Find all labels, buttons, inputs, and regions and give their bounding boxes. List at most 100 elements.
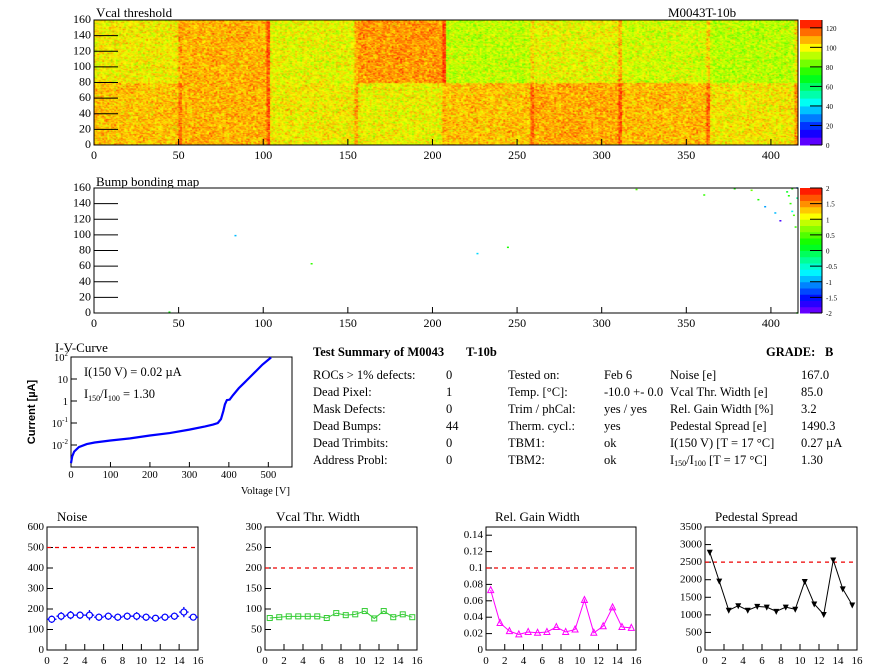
y-tick-label: 100: [246, 603, 263, 615]
data-point: [590, 628, 598, 636]
data-point: [524, 627, 532, 635]
colorbar-label: 1.5: [826, 201, 835, 209]
data-point: [66, 611, 75, 619]
data-point: [533, 628, 542, 636]
y-tick-label: 500: [28, 542, 45, 554]
summary-test: T-10b: [466, 345, 497, 359]
x-tick-label: 10: [355, 655, 367, 667]
bump-pixel: [506, 246, 509, 249]
colorbar-swatch: [800, 256, 822, 264]
bump-pixel: [764, 205, 767, 208]
x-tick-label: 250: [508, 316, 526, 330]
colorbar-swatch: [800, 213, 822, 220]
y-tick-label: 0.02: [464, 628, 483, 640]
x-tick-label: 12: [374, 655, 385, 667]
summary-label: I150/I100 [T = 17 °C]: [670, 454, 767, 468]
colorbar-swatch: [800, 306, 822, 314]
colorbar-label: -1: [826, 279, 832, 287]
y-tick-label: 50: [251, 624, 263, 636]
x-tick-label: 12: [814, 655, 825, 667]
x-tick-label: 150: [339, 316, 357, 330]
x-tick-label: 2: [721, 655, 727, 667]
chart-title: Pedestal Spread: [715, 509, 798, 524]
data-point: [409, 614, 416, 621]
data-point: [390, 614, 397, 621]
summary-value: 167.0: [801, 368, 830, 382]
series-line: [709, 552, 853, 616]
data-point: [180, 608, 188, 616]
data-point: [142, 613, 150, 621]
colorbar-swatch: [800, 51, 822, 60]
tick-base: 10: [58, 375, 69, 386]
colorbar-label: -1.5: [826, 294, 838, 302]
summary-value: 0: [446, 436, 453, 450]
data-point: [133, 612, 141, 620]
x-tick-label: 100: [254, 148, 272, 162]
colorbar-label: 0.5: [826, 232, 835, 240]
y-tick-label: 160: [73, 12, 91, 26]
x-tick-label: 300: [593, 316, 611, 330]
data-point: [811, 601, 818, 608]
colorbar-label: 1: [826, 216, 830, 224]
colorbar-swatch: [800, 244, 822, 251]
data-point: [333, 610, 340, 617]
y-tick-label: 3000: [680, 539, 703, 551]
data-point: [706, 549, 713, 556]
y-tick-label: 0.08: [464, 578, 484, 590]
colorbar-swatch: [800, 219, 822, 226]
x-tick-label: 0: [44, 655, 50, 667]
bump-pixel: [791, 188, 794, 190]
colorbar-label: 80: [826, 64, 834, 72]
y-tick-label: 200: [28, 603, 45, 615]
bump-pixel: [774, 212, 777, 214]
x-tick-label: 0: [91, 148, 97, 162]
y-tick-label: 0: [39, 644, 45, 656]
y-tick-label: 102: [54, 350, 69, 364]
y-tick-label: 160: [73, 180, 91, 194]
bump-pixel: [750, 189, 753, 192]
data-point: [371, 615, 378, 622]
x-tick-label: 2: [63, 655, 69, 667]
x-tick-label: 2: [281, 655, 287, 667]
grade-label: GRADE:: [766, 345, 816, 359]
data-point: [189, 613, 197, 621]
y-tick-label: 120: [73, 211, 91, 225]
tick-base: 10: [54, 353, 65, 364]
data-point: [361, 608, 368, 615]
x-tick-label: 14: [174, 655, 186, 667]
chart-title: Noise: [57, 509, 88, 524]
summary-value: 0.27 µA: [801, 436, 843, 450]
ratio-part: 100: [108, 394, 120, 403]
summary-value: 0: [446, 368, 453, 382]
plot-frame: [485, 526, 637, 651]
y-tick-label: 0: [478, 644, 484, 656]
y-tick-label: 100: [28, 624, 45, 636]
summary-label: Noise [e]: [670, 368, 717, 382]
summary-label: Trim / phCal:: [508, 402, 576, 416]
x-tick-label: 8: [338, 655, 344, 667]
summary-label: I(150 V) [T = 17 °C]: [670, 436, 775, 450]
x-tick-label: 0: [702, 655, 708, 667]
plot-frame: [704, 526, 858, 651]
label-part: 100: [693, 459, 706, 468]
data-point: [735, 603, 742, 610]
data-point: [849, 602, 856, 609]
y-tick-label: 200: [246, 562, 263, 574]
bump-pixel: [635, 188, 638, 191]
colorbar-label: 0: [826, 248, 830, 256]
colorbar-swatch: [800, 300, 822, 308]
data-point: [599, 621, 607, 630]
tick-base: 1: [63, 397, 68, 408]
bump-pixel: [791, 210, 794, 213]
data-point: [515, 629, 523, 638]
bump-pixel: [792, 214, 795, 217]
bump-pixel: [787, 195, 790, 197]
y-tick-label: 0.14: [464, 529, 484, 541]
bump-pixel: [789, 202, 792, 205]
summary-value: 1: [446, 385, 453, 399]
x-tick-label: 10: [136, 655, 148, 667]
summary-value: 3.2: [801, 402, 817, 416]
chart-title: Bump bonding map: [96, 174, 199, 189]
colorbar-swatch: [800, 74, 822, 83]
data-point: [170, 612, 179, 620]
